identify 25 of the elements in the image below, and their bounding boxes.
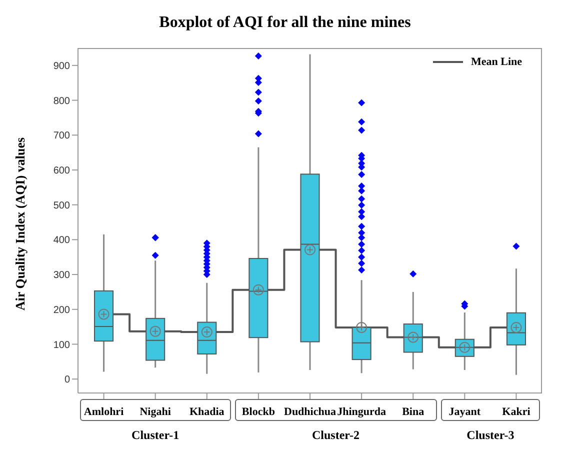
y-tick-label: 200 [53,304,70,316]
text: Cluster-2 [310,428,361,443]
x-tick-label: Dudhichua [284,406,336,418]
y-tick-label: 0 [64,374,70,386]
y-axis-title: Air Quality Index (AQI) values [12,137,28,310]
x-tick-label: Amlohri [84,406,124,418]
y-tick-label: 100 [53,340,70,351]
x-tick-label: Khadia [189,406,225,418]
y-tick-label: 600 [53,166,70,177]
y-tick-label: 700 [53,130,70,142]
x-tick-label: Kakri [502,406,530,418]
x-tick-label: Jayant [448,406,481,418]
y-tick-label: 500 [53,200,70,212]
x-tick-label: Bina [402,406,425,418]
x-tick-label: Blockb [242,406,275,418]
x-tick-label: Jhingurda [337,406,387,418]
legend-label: Mean Line [470,56,522,68]
y-tick-label: 400 [53,235,70,246]
text: Cluster-1 [130,428,180,443]
y-tick-label: 900 [53,60,70,72]
x-tick-label: Nigahi [140,406,171,418]
y-tick-label: 800 [53,96,70,107]
y-tick-label: 300 [53,270,70,282]
chart-title: Boxplot of AQI for all the nine mines [158,13,412,33]
text: Cluster-3 [466,428,516,443]
